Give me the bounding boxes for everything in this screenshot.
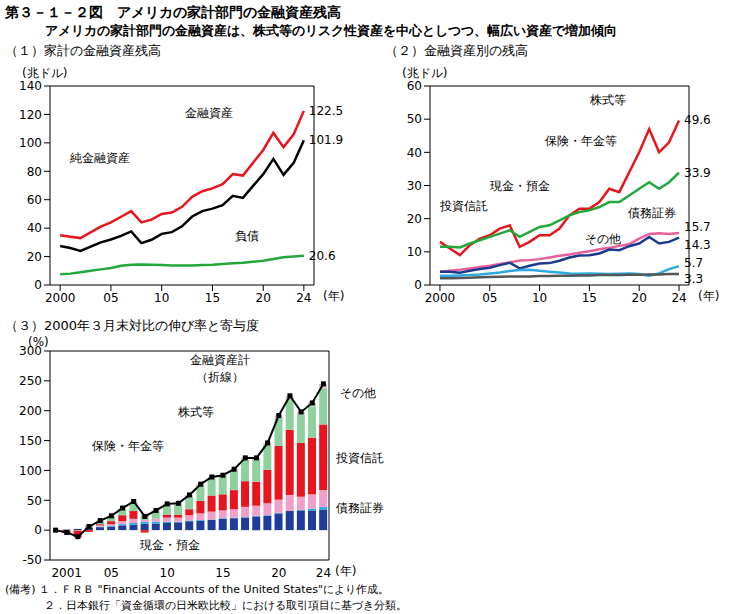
svg-text:14.3: 14.3 xyxy=(684,238,711,252)
svg-text:24: 24 xyxy=(296,291,311,305)
html-text:(年): (年) xyxy=(335,564,357,578)
svg-text:30: 30 xyxy=(407,179,422,193)
html-text:株式等: 株式等 xyxy=(178,405,214,419)
svg-text:0: 0 xyxy=(34,523,42,537)
html-text:その他: その他 xyxy=(585,232,621,246)
svg-text:20: 20 xyxy=(256,291,271,305)
html-text:(年): (年) xyxy=(323,289,345,303)
html-text:（１）家計の金融資産残高: （１）家計の金融資産残高 xyxy=(5,43,161,58)
html-text:２．日本銀行「資金循環の日米欧比較」における取引項目に基づき: ２．日本銀行「資金循環の日米欧比較」における取引項目に基づき分類。 xyxy=(44,599,407,612)
svg-text:100: 100 xyxy=(19,464,42,478)
svg-text:140: 140 xyxy=(19,79,42,93)
html-text:株式等: 株式等 xyxy=(590,93,626,107)
svg-text:20: 20 xyxy=(271,566,286,580)
html-text:負債: 負債 xyxy=(235,229,259,243)
html-text:保険・年金等: 保険・年金等 xyxy=(92,439,164,453)
svg-text:10: 10 xyxy=(154,291,169,305)
svg-text:2001: 2001 xyxy=(51,566,82,580)
svg-text:5.7: 5.7 xyxy=(684,256,703,270)
svg-text:05: 05 xyxy=(103,291,118,305)
svg-text:300: 300 xyxy=(19,344,42,358)
svg-text:2000: 2000 xyxy=(45,291,76,305)
html-text:(備考) １．ＦＲＢ "Financial Accounts: (備考) １．ＦＲＢ "Financial Accounts of the Un… xyxy=(5,583,390,596)
html-text:投資信託: 投資信託 xyxy=(440,199,488,213)
svg-text:40: 40 xyxy=(407,146,422,160)
svg-text:100: 100 xyxy=(19,136,42,150)
svg-text:20: 20 xyxy=(27,250,42,264)
svg-text:10: 10 xyxy=(407,245,422,259)
svg-text:05: 05 xyxy=(104,566,119,580)
html-text:債務証券: 債務証券 xyxy=(336,501,384,515)
svg-text:15: 15 xyxy=(215,566,230,580)
svg-text:15.7: 15.7 xyxy=(684,220,711,234)
svg-text:20: 20 xyxy=(407,212,422,226)
svg-text:60: 60 xyxy=(27,193,42,207)
html-text:現金・預金: 現金・預金 xyxy=(140,538,200,552)
svg-text:122.5: 122.5 xyxy=(309,104,343,118)
html-text:その他: その他 xyxy=(340,386,376,400)
svg-text:20: 20 xyxy=(632,291,647,305)
svg-text:33.9: 33.9 xyxy=(684,166,711,180)
svg-text:60: 60 xyxy=(407,79,422,93)
html-text:投資信託: 投資信託 xyxy=(336,451,384,465)
svg-text:250: 250 xyxy=(19,374,42,388)
svg-text:2000: 2000 xyxy=(425,291,456,305)
svg-text:50: 50 xyxy=(407,112,422,126)
svg-text:150: 150 xyxy=(19,434,42,448)
html-text:（３）2000年３月末対比の伸び率と寄与度: （３）2000年３月末対比の伸び率と寄与度 xyxy=(5,318,260,333)
svg-text:05: 05 xyxy=(482,291,497,305)
html-text:(年): (年) xyxy=(698,289,720,303)
svg-text:80: 80 xyxy=(27,165,42,179)
html-text:第３－１－２図 アメリカの家計部門の金融資産残高: 第３－１－２図 アメリカの家計部門の金融資産残高 xyxy=(5,4,341,20)
svg-text:49.6: 49.6 xyxy=(684,113,711,127)
svg-text:50: 50 xyxy=(27,494,42,508)
svg-text:120: 120 xyxy=(19,108,42,122)
svg-text:3.3: 3.3 xyxy=(684,272,703,286)
svg-text:10: 10 xyxy=(160,566,175,580)
html-text:現金・預金: 現金・預金 xyxy=(490,179,550,193)
svg-text:-50: -50 xyxy=(22,553,42,567)
html-text:(兆ドル): (兆ドル) xyxy=(402,66,448,80)
html-text:アメリカの家計部門の金融資産は、株式等のリスク性資産を中心と: アメリカの家計部門の金融資産は、株式等のリスク性資産を中心としつつ、幅広い資産で… xyxy=(45,23,617,38)
html-text:保険・年金等: 保険・年金等 xyxy=(545,134,617,148)
svg-text:200: 200 xyxy=(19,404,42,418)
html-text:(兆ドル): (兆ドル) xyxy=(22,66,68,80)
svg-text:40: 40 xyxy=(27,221,42,235)
html-text:純金融資産: 純金融資産 xyxy=(70,151,130,165)
svg-text:24: 24 xyxy=(671,291,686,305)
html-text:金融資産計 （折線）: 金融資産計 （折線） xyxy=(190,353,250,384)
svg-text:15: 15 xyxy=(582,291,597,305)
svg-text:15: 15 xyxy=(205,291,220,305)
svg-text:0: 0 xyxy=(414,278,422,292)
svg-text:24: 24 xyxy=(316,566,331,580)
svg-text:0: 0 xyxy=(34,278,42,292)
html-text:債務証券: 債務証券 xyxy=(628,206,676,220)
svg-text:20.6: 20.6 xyxy=(309,249,336,263)
html-text:金融資産: 金融資産 xyxy=(185,106,233,120)
svg-text:10: 10 xyxy=(532,291,547,305)
svg-text:101.9: 101.9 xyxy=(309,133,343,147)
html-text:（２）金融資産別の残高: （２）金融資産別の残高 xyxy=(385,43,528,58)
